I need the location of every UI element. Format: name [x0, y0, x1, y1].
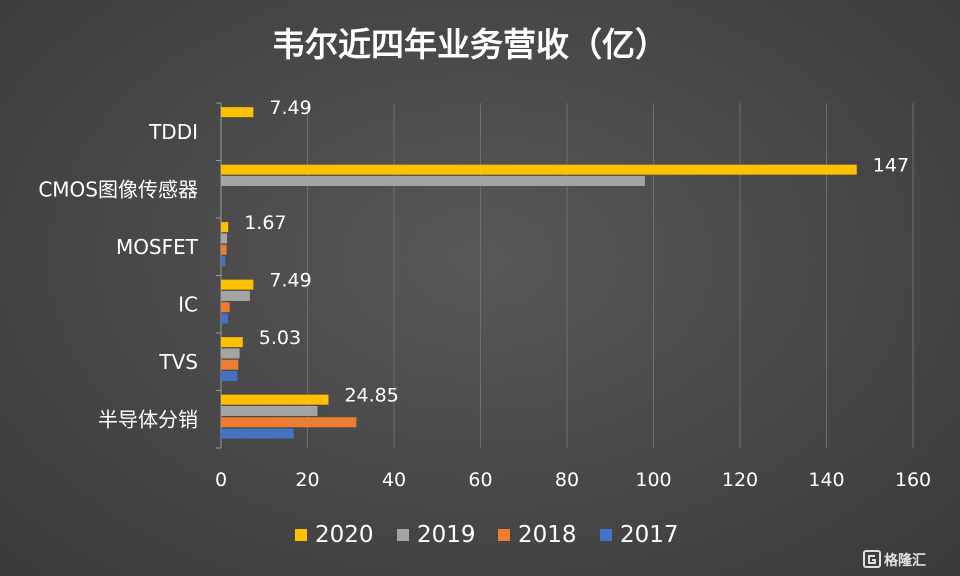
data-label: 1.67	[244, 212, 286, 234]
x-tick-label: 0	[215, 469, 227, 491]
x-tick-label: 40	[382, 469, 406, 491]
legend-label: 2018	[518, 522, 577, 548]
category-labels: TDDI CMOS图像传感器 MOSFET IC TVS 半导体分销	[38, 120, 198, 432]
data-label: 24.85	[344, 385, 398, 407]
x-tick-label: 160	[895, 469, 931, 491]
data-label: 5.03	[259, 327, 301, 349]
bar-2020-4	[221, 337, 243, 348]
bar-2020-0	[221, 107, 254, 118]
bar-2018-5	[221, 417, 357, 428]
g-logo-mark	[868, 555, 876, 564]
legend-swatch-2017	[600, 529, 612, 541]
bar-2020-3	[221, 279, 254, 290]
category-label: TDDI	[148, 120, 198, 144]
category-axis	[216, 102, 222, 449]
category-label: TVS	[158, 350, 198, 374]
grid	[307, 103, 914, 448]
x-tick-label: 100	[635, 469, 671, 491]
data-label: 7.49	[269, 97, 311, 119]
bar-2018-4	[221, 359, 239, 370]
watermark: 格隆汇	[863, 550, 926, 569]
category-label: MOSFET	[116, 235, 199, 259]
bar-2019-2	[221, 233, 228, 244]
data-label: 7.49	[269, 270, 311, 292]
bar-2020-2	[221, 222, 229, 233]
bar-2017-5	[221, 428, 294, 439]
bar-2019-1	[221, 175, 645, 186]
x-tick-label: 140	[808, 469, 844, 491]
bar-2019-4	[221, 348, 240, 359]
watermark-text: 格隆汇	[884, 552, 926, 569]
legend-swatch-2018	[498, 529, 510, 541]
x-tick-label: 120	[722, 469, 758, 491]
bar-2017-3	[221, 313, 228, 324]
legend-swatch-2019	[397, 529, 409, 541]
category-label: 半导体分销	[98, 407, 198, 431]
bar-2020-5	[221, 394, 329, 405]
x-tick-label: 80	[555, 469, 579, 491]
bar-2017-2	[221, 256, 226, 267]
bars	[221, 107, 857, 439]
bar-2018-2	[221, 244, 227, 255]
bar-2019-3	[221, 290, 250, 301]
bar-2019-5	[221, 405, 318, 416]
x-tick-labels: 0 20 40 60 80 100 120 140 160	[215, 469, 931, 491]
legend: 2020 2019 2018 2017	[295, 522, 679, 548]
category-label: IC	[178, 292, 198, 316]
bar-2020-1	[221, 164, 857, 175]
chart-title: 韦尔近四年业务营收（亿）	[272, 25, 668, 64]
bar-2017-4	[221, 371, 238, 382]
legend-label: 2019	[417, 522, 476, 548]
data-label: 147	[873, 155, 909, 177]
data-labels: 7.49 147 1.67 7.49 5.03 24.85	[244, 97, 909, 407]
g-logo-icon	[863, 550, 881, 568]
x-tick-label: 60	[468, 469, 492, 491]
legend-swatch-2020	[295, 529, 307, 541]
x-tick-label: 20	[295, 469, 319, 491]
legend-label: 2017	[620, 522, 679, 548]
category-label: CMOS图像传感器	[38, 177, 198, 201]
legend-label: 2020	[315, 522, 374, 548]
bar-2018-3	[221, 302, 230, 313]
